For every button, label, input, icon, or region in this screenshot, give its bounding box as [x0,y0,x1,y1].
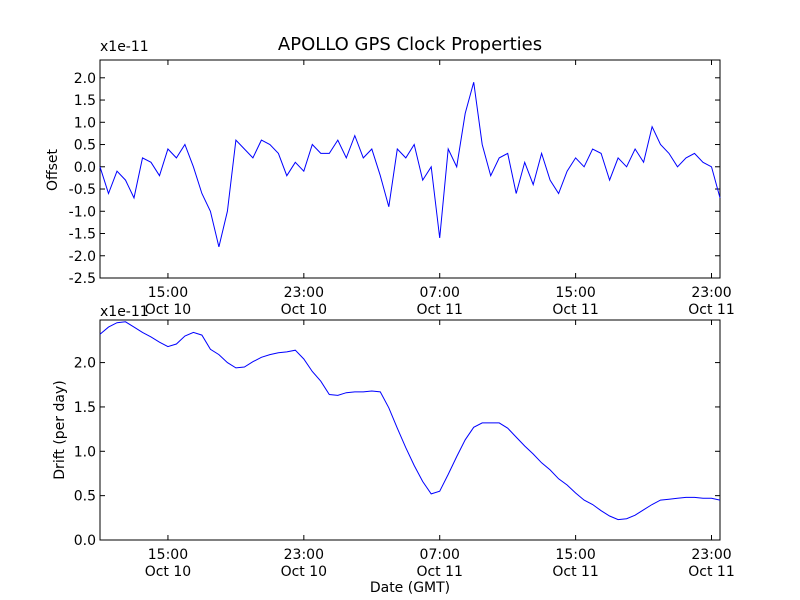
drift-y-tick-label: 2.0 [74,356,96,372]
offset-x-tick-date-label: Oct 11 [416,302,462,318]
drift-y-tick-label: 0.0 [74,533,96,549]
offset-panel: APOLLO GPS Clock Properties x1e-11 Offse… [45,34,735,318]
drift-scale-label: x1e-11 [100,304,149,320]
offset-y-ticks: -2.5 -2.0 -1.5 -1.0 -0.5 0.0 0.5 1.0 1.5 2.0 [69,71,720,287]
offset-x-tick-time-label: 07:00 [420,285,460,301]
drift-y-tick-label: 1.0 [74,444,96,460]
offset-x-tick-time-label: 15:00 [148,285,188,301]
drift-x-tick-date-label: Oct 11 [416,564,462,580]
offset-plot-frame [99,59,721,279]
offset-y-tick-label: -2.0 [69,249,96,265]
offset-y-tick-label: 2.0 [74,71,96,87]
drift-x-tick-date-label: Oct 10 [145,564,191,580]
drift-x-tick-time-label: 15:00 [555,547,595,563]
offset-y-tick-label: 0.0 [74,160,96,176]
offset-x-tick-time-label: 23:00 [691,285,731,301]
offset-x-tick-date-label: Oct 10 [281,302,327,318]
drift-x-tick-time-label: 07:00 [420,547,460,563]
drift-x-tick-time-label: 23:00 [691,547,731,563]
drift-y-ticks: 0.0 0.5 1.0 1.5 2.0 [74,356,720,549]
offset-y-tick-label: -2.5 [69,271,96,287]
offset-y-tick-label: -0.5 [69,182,96,198]
offset-series-line [99,82,721,248]
drift-x-label: Date (GMT) [370,580,450,596]
offset-x-tick-date-label: Oct 10 [145,302,191,318]
drift-panel: x1e-11 Drift (per day) 0.0 0.5 1.0 1.5 2.0 1… [52,304,735,596]
offset-y-tick-label: 1.5 [74,93,96,109]
drift-x-tick-date-label: Oct 11 [688,564,734,580]
drift-series-line [99,321,721,521]
drift-y-label: Drift (per day) [52,380,68,479]
drift-y-tick-label: 1.5 [74,400,96,416]
drift-x-tick-date-label: Oct 11 [552,564,598,580]
offset-x-tick-date-label: Oct 11 [688,302,734,318]
drift-x-tick-time-label: 15:00 [148,547,188,563]
offset-y-tick-label: 1.0 [74,115,96,131]
offset-y-tick-label: 0.5 [74,138,96,154]
drift-x-tick-time-label: 23:00 [284,547,324,563]
drift-y-tick-label: 0.5 [74,489,96,505]
chart-title: APOLLO GPS Clock Properties [278,34,542,55]
offset-x-tick-time-label: 15:00 [555,285,595,301]
drift-x-tick-date-label: Oct 10 [281,564,327,580]
offset-y-tick-label: -1.5 [69,227,96,243]
offset-x-tick-time-label: 23:00 [284,285,324,301]
drift-plot-frame [99,319,721,541]
offset-scale-label: x1e-11 [100,39,149,55]
offset-x-tick-date-label: Oct 11 [552,302,598,318]
offset-y-tick-label: -1.0 [69,204,96,220]
offset-y-label: Offset [45,148,61,191]
